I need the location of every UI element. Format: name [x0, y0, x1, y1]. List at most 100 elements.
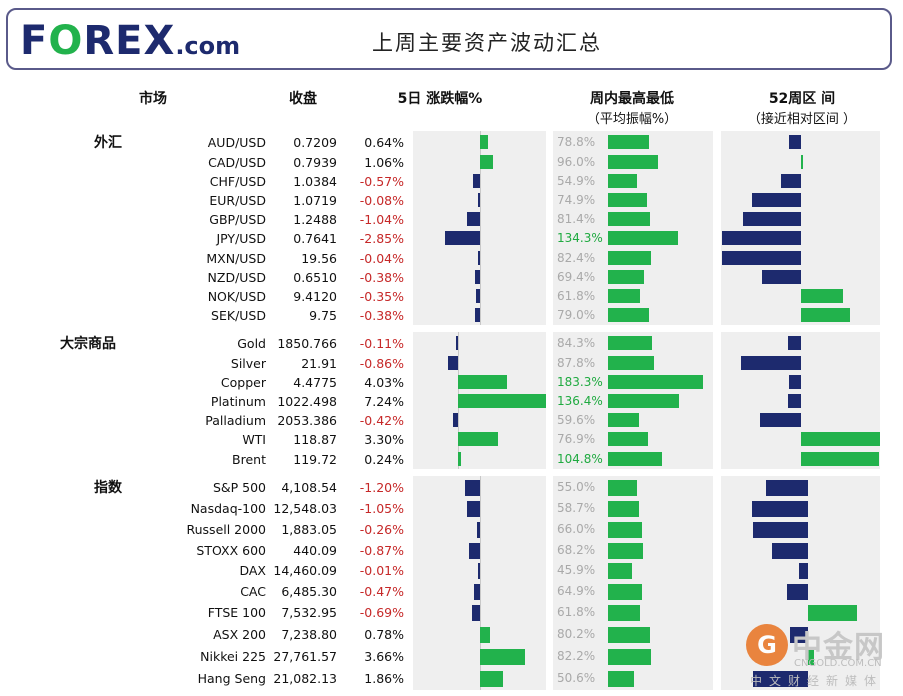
weekly-range-value: 81.4%: [557, 212, 596, 226]
weekly-range-value: 82.4%: [557, 251, 596, 265]
close-value: 6,485.30: [281, 584, 337, 599]
watermark-url: CNGOLD.COM.CN: [794, 658, 882, 669]
weekly-range-value: 84.3%: [557, 336, 596, 350]
close-value: 1,883.05: [281, 522, 337, 537]
watermark-tagline: 中文财经新媒体: [750, 674, 884, 688]
change-value: -0.42%: [359, 413, 404, 428]
weekly-range-value: 45.9%: [557, 563, 596, 577]
ticker-label: DAX: [239, 563, 266, 578]
change-bar: [478, 251, 480, 265]
ticker-label: GBP/USD: [209, 212, 266, 227]
weekly-range-value: 80.2%: [557, 627, 596, 641]
weekly-range-bar: [608, 432, 648, 446]
column-subheader-weekly-range: （平均振幅%）: [586, 112, 678, 127]
ticker-label: CHF/USD: [209, 174, 266, 189]
change-bar: [476, 522, 480, 538]
week52-bar: [753, 671, 808, 687]
weekly-range-value: 59.6%: [557, 413, 596, 427]
change-value: -1.05%: [359, 501, 404, 516]
change-value: 0.78%: [364, 627, 404, 642]
close-value: 19.56: [301, 251, 337, 266]
close-value: 21,082.13: [273, 671, 337, 686]
ticker-label: CAC: [240, 584, 266, 599]
week52-bar: [801, 308, 850, 322]
ticker-label: Nasdaq-100: [190, 501, 266, 516]
change-bar: [475, 270, 480, 284]
ticker-label: Platinum: [210, 394, 266, 409]
week52-bar: [740, 356, 801, 370]
week52-bar: [753, 522, 808, 538]
change-bar: [452, 413, 458, 427]
change-bar: [478, 193, 480, 207]
weekly-range-bar: [608, 563, 632, 579]
ticker-label: CAD/USD: [208, 155, 266, 170]
change-value: -0.47%: [359, 584, 404, 599]
week52-bar: [766, 480, 808, 496]
close-value: 12,548.03: [273, 501, 337, 516]
change-value: -0.04%: [359, 251, 404, 266]
weekly-range-value: 61.8%: [557, 289, 596, 303]
change-bar: [467, 212, 480, 226]
close-value: 9.75: [309, 308, 337, 323]
weekly-range-value: 136.4%: [557, 394, 603, 408]
change-bar: [458, 375, 508, 389]
change-zero-line: [480, 131, 481, 325]
change-bar: [480, 135, 488, 149]
weekly-range-bar: [608, 135, 649, 149]
weekly-range-bar: [608, 649, 651, 665]
ticker-label: WTI: [242, 432, 266, 447]
change-bar: [469, 543, 480, 559]
ticker-label: JPY/USD: [216, 231, 266, 246]
change-value: 1.06%: [364, 155, 404, 170]
change-bar: [467, 501, 480, 517]
ticker-label: Hang Seng: [197, 671, 266, 686]
close-value: 1.2488: [293, 212, 337, 227]
change-bar: [480, 155, 493, 169]
change-bar: [458, 394, 547, 408]
logo-letters-rex: REX: [83, 18, 176, 64]
week52-bar: [801, 432, 880, 446]
week52-bar: [781, 174, 801, 188]
change-bar: [473, 174, 480, 188]
ticker-label: AUD/USD: [207, 135, 266, 150]
weekly-range-value: 104.8%: [557, 452, 603, 466]
forex-logo[interactable]: FOREX.com: [20, 18, 240, 64]
weekly-range-value: 58.7%: [557, 501, 596, 515]
weekly-range-bar: [608, 605, 641, 621]
cngold-logo-icon: G: [746, 624, 788, 666]
watermark-name: 中金网: [792, 630, 885, 665]
weekly-range-value: 64.9%: [557, 584, 596, 598]
week52-bar: [808, 649, 815, 665]
cngold-watermark: G 中金网 CNGOLD.COM.CN 中文财经新媒体: [746, 620, 896, 690]
weekly-range-bar: [608, 543, 644, 559]
group-name: 大宗商品: [60, 336, 116, 352]
change-bar: [480, 671, 503, 687]
close-value: 9.4120: [293, 289, 337, 304]
weekly-range-value: 50.6%: [557, 671, 596, 685]
group-name: 指数: [94, 480, 122, 496]
change-value: 0.24%: [364, 452, 404, 467]
weekly-range-value: 82.2%: [557, 649, 596, 663]
change-value: -0.86%: [359, 356, 404, 371]
week52-bar: [786, 584, 808, 600]
week52-bar: [798, 563, 808, 579]
ticker-label: STOXX 600: [196, 543, 266, 558]
week52-bar: [752, 193, 801, 207]
weekly-range-value: 79.0%: [557, 308, 596, 322]
ticker-label: FTSE 100: [207, 605, 266, 620]
week52-bar: [762, 270, 801, 284]
close-value: 7,532.95: [281, 605, 337, 620]
close-value: 440.09: [293, 543, 337, 558]
change-value: 0.64%: [364, 135, 404, 150]
weekly-range-bar: [608, 394, 679, 408]
change-bar: [458, 432, 499, 446]
change-value: -0.08%: [359, 193, 404, 208]
ticker-label: Nikkei 225: [200, 649, 266, 664]
logo-letter-f: F: [20, 18, 49, 64]
change-bar: [475, 308, 480, 322]
close-value: 4.4775: [293, 375, 337, 390]
week52-bar: [771, 543, 808, 559]
close-value: 7,238.80: [281, 627, 337, 642]
weekly-range-value: 87.8%: [557, 356, 596, 370]
change-value: -0.26%: [359, 522, 404, 537]
